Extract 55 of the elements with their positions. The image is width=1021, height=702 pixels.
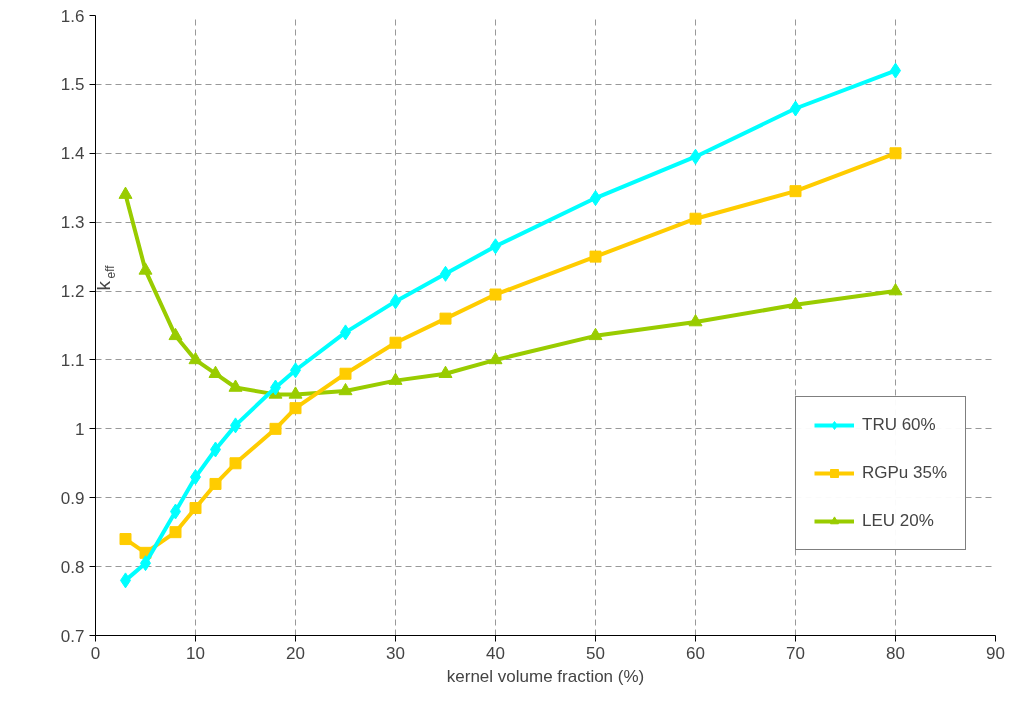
x-tick-label: 50	[586, 643, 605, 663]
x-tick-label: 80	[886, 643, 905, 663]
x-tick-label: 0	[90, 643, 101, 663]
point	[189, 502, 202, 515]
point	[589, 250, 602, 263]
x-tick-label: 40	[486, 643, 505, 663]
point	[438, 365, 453, 378]
point	[289, 402, 302, 415]
point	[168, 327, 183, 341]
x-tick-label: 10	[186, 643, 205, 663]
point	[339, 367, 352, 380]
x-tick-label: 70	[786, 643, 805, 663]
x-tick-label: 90	[986, 643, 1005, 663]
point	[208, 365, 223, 378]
y-tick-label: 1.2	[60, 282, 85, 302]
point	[888, 283, 903, 296]
legend-label: LEU 20%	[862, 511, 934, 531]
point	[119, 533, 132, 546]
x-tick-label: 30	[386, 643, 405, 663]
point	[889, 147, 902, 160]
point	[588, 327, 603, 341]
point	[229, 457, 242, 470]
point	[118, 186, 133, 199]
x-tick-label: 60	[686, 643, 705, 663]
point	[209, 477, 222, 490]
y-tick-label: 1.5	[60, 75, 85, 95]
point	[388, 372, 403, 385]
x-tick-label: 20	[286, 643, 305, 663]
point	[169, 526, 182, 539]
point	[489, 288, 502, 301]
y-tick-label: 0.9	[60, 488, 85, 508]
point	[789, 185, 802, 198]
y-tick-label: 0.7	[60, 626, 85, 646]
legend-label: RGPu 35%	[862, 463, 948, 483]
y-tick-label: 1.4	[60, 144, 85, 164]
point	[689, 212, 702, 225]
y-tick-label: 1.6	[60, 6, 85, 26]
point	[138, 262, 153, 275]
point	[688, 314, 703, 327]
point	[269, 422, 282, 435]
point	[188, 351, 203, 365]
y-axis-title: keff	[92, 264, 118, 291]
point	[788, 296, 803, 310]
point	[288, 386, 303, 399]
legend-label: TRU 60%	[862, 415, 936, 435]
x-axis-title: kernel volume fraction (%)	[446, 666, 645, 686]
y-tick-label: 1.1	[60, 350, 85, 370]
y-tick-label: 1	[75, 419, 85, 439]
point	[338, 382, 353, 396]
point	[488, 351, 503, 365]
point	[439, 312, 452, 325]
y-tick-label: 0.8	[60, 557, 85, 577]
y-tick-label: 1.3	[60, 213, 85, 233]
point	[389, 336, 402, 349]
point	[228, 379, 243, 392]
